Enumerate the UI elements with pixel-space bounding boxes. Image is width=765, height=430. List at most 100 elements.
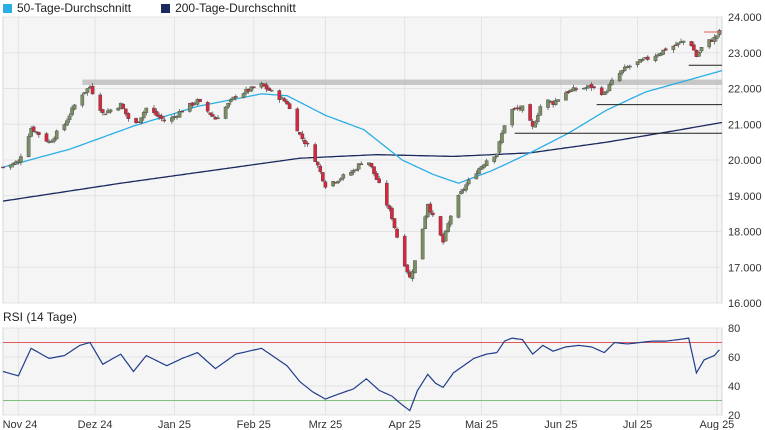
candle-body xyxy=(443,230,448,242)
candle-body xyxy=(83,92,87,94)
legend-ma50[interactable]: 50-Tage-Durchschnitt xyxy=(3,1,131,15)
candle-body xyxy=(413,260,417,274)
candle-body xyxy=(313,144,317,162)
candle-body xyxy=(474,173,479,180)
candle-body xyxy=(556,99,561,102)
candle-body xyxy=(661,49,665,55)
candle-body xyxy=(610,79,614,85)
ma200-line xyxy=(2,121,723,202)
candle-body xyxy=(674,44,678,46)
candle-body xyxy=(318,165,323,172)
candle-body xyxy=(477,168,481,175)
candle-body xyxy=(456,195,461,218)
candle-body xyxy=(300,133,305,140)
candle-body xyxy=(285,100,289,105)
candle-body xyxy=(152,107,156,113)
candle-body xyxy=(351,169,356,173)
candle-body xyxy=(390,207,394,220)
candle-body xyxy=(90,85,95,95)
candle-body xyxy=(134,118,138,124)
x-tick-label: Nov 24 xyxy=(3,419,38,430)
rsi-panel: 20 40 60 80 xyxy=(2,323,740,422)
candle-body xyxy=(635,61,640,65)
candle-body xyxy=(124,108,128,115)
price-y-tick-label: 23.000 xyxy=(728,48,762,60)
candle-body xyxy=(387,205,392,210)
candle-body xyxy=(638,59,642,63)
x-tick-label: Jan 25 xyxy=(158,419,191,430)
candle-body xyxy=(52,138,56,142)
x-tick-label: Mai 25 xyxy=(465,419,498,430)
candle-body xyxy=(428,203,433,213)
candle-body xyxy=(336,180,340,184)
candle-body xyxy=(500,132,504,143)
candle-body xyxy=(564,92,568,101)
candle-body xyxy=(420,228,425,260)
candle-body xyxy=(622,66,627,71)
candle-body xyxy=(431,212,435,216)
candle-body xyxy=(466,179,471,185)
candle-body xyxy=(44,133,49,142)
candle-body xyxy=(484,160,489,166)
resistance-zone xyxy=(82,79,722,85)
candle-body xyxy=(653,55,658,62)
candle-body xyxy=(170,117,174,122)
candle-body xyxy=(385,182,389,206)
ma200-swatch xyxy=(161,3,171,13)
x-tick-label: Jun 25 xyxy=(544,419,577,430)
candle-body xyxy=(589,84,594,89)
candle-body xyxy=(331,181,335,187)
candle-body xyxy=(216,117,220,120)
candle-body xyxy=(676,42,681,45)
candle-body xyxy=(26,136,31,157)
candle-body xyxy=(72,104,77,110)
candle-body xyxy=(121,104,126,109)
price-y-tick-label: 19.000 xyxy=(728,191,762,203)
candle-body xyxy=(369,162,374,167)
candle-body xyxy=(100,109,105,113)
candle-body xyxy=(251,86,256,89)
legend-ma50-label: 50-Tage-Durchschnitt xyxy=(17,1,132,15)
legend-ma200[interactable]: 200-Tage-Durchschnitt xyxy=(161,1,296,15)
candle-body xyxy=(448,215,453,225)
price-y-tick-label: 22.000 xyxy=(728,84,762,96)
candle-body xyxy=(697,52,701,57)
ma50-line xyxy=(2,69,723,184)
candle-body xyxy=(392,218,397,229)
candle-body xyxy=(298,131,302,135)
candle-body xyxy=(231,96,236,100)
candle-body xyxy=(67,115,72,121)
price-y-tick-label: 18.000 xyxy=(728,227,762,239)
price-y-tick-label: 20.000 xyxy=(728,155,762,167)
candle-body xyxy=(535,115,540,122)
legend: 50-Tage-Durchschnitt 200-Tage-Durchschni… xyxy=(3,1,296,15)
candle-body xyxy=(438,216,443,236)
candle-body xyxy=(180,110,184,113)
candle-body xyxy=(126,113,131,119)
candle-body xyxy=(502,125,507,134)
candle-body xyxy=(195,99,200,105)
candle-body xyxy=(482,164,486,168)
price-y-tick-label: 16.000 xyxy=(728,298,762,310)
candle-body xyxy=(315,161,320,166)
x-tick-label: Feb 25 xyxy=(237,419,271,430)
x-axis: Nov 24 Dez 24 Jan 25 Feb 25 Mrz 25 Apr 25 Mai … xyxy=(3,419,735,430)
candle-body xyxy=(277,90,282,100)
rsi-line xyxy=(2,337,720,412)
candle-body xyxy=(707,39,712,48)
ma50-swatch xyxy=(3,3,12,13)
candle-body xyxy=(1,166,5,169)
candle-body xyxy=(574,88,578,90)
candle-body xyxy=(323,181,328,188)
candle-body xyxy=(205,102,210,112)
candle-body xyxy=(582,87,586,90)
x-tick-label: Jul 25 xyxy=(623,419,652,430)
candle-body xyxy=(520,105,525,111)
candle-body xyxy=(377,178,381,183)
candle-body xyxy=(599,87,604,96)
candle-body xyxy=(144,107,149,113)
candle-body xyxy=(241,93,246,99)
x-tick-label: Mrz 25 xyxy=(309,419,343,430)
